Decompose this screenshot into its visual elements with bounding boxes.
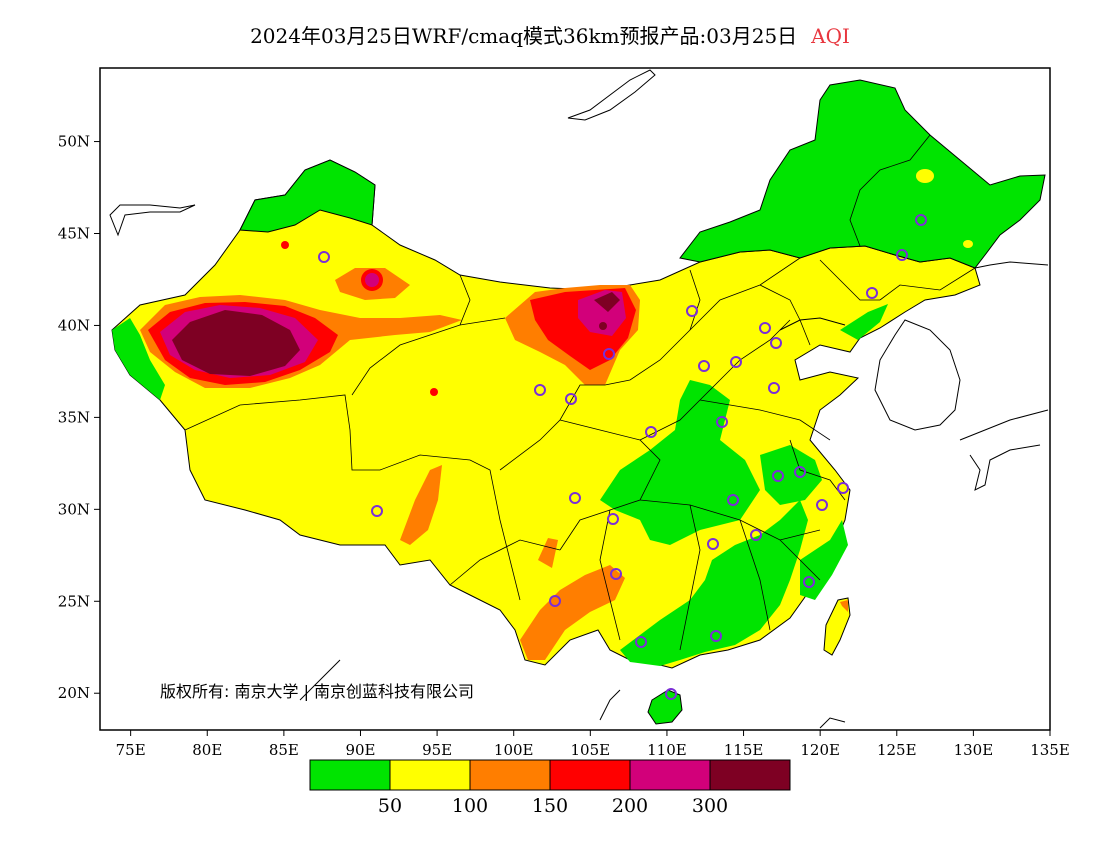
orange-southwest	[520, 565, 625, 660]
green-south	[620, 500, 808, 666]
green-central	[600, 380, 760, 545]
x-tick-label: 130E	[954, 741, 994, 759]
legend-swatch	[549, 759, 631, 791]
plot-frame	[99, 67, 1051, 731]
red-spot-north	[281, 241, 289, 249]
hainan-island	[647, 689, 683, 725]
x-tick-label: 115E	[724, 741, 764, 759]
y-tick-label: 45N	[58, 225, 90, 243]
green-northeast	[679, 79, 1046, 269]
title-aqi: AQI	[811, 24, 850, 48]
purple-spot-xj	[365, 273, 379, 287]
coastlines	[109, 69, 1049, 729]
copyright-text: 版权所有: 南京大学 | 南京创蓝科技有限公司	[160, 682, 474, 701]
y-tick-label: 35N	[58, 408, 90, 426]
green-far-west	[112, 318, 165, 400]
taiwan-island	[823, 597, 851, 656]
title-text: 2024年03月25日WRF/cmaq模式36km预报产品:03月25日	[250, 24, 798, 48]
yellow-spot-ne	[916, 169, 934, 183]
x-tick-label: 135E	[1030, 741, 1070, 759]
x-tick-label: 100E	[494, 741, 534, 759]
legend-swatch	[309, 759, 391, 791]
y-tick-label: 40N	[58, 316, 90, 334]
map-title: 2024年03月25日WRF/cmaq模式36km预报产品:03月25日 AQI	[0, 20, 1100, 49]
maroon-spot	[599, 322, 607, 330]
maroon-northwest-ch	[594, 292, 620, 312]
y-axis: 20N 25N 30N 35N 40N 45N 50N	[58, 133, 100, 702]
taiwan-orange	[840, 600, 848, 612]
x-tick-label: 120E	[800, 741, 840, 759]
x-tick-label: 85E	[269, 741, 299, 759]
y-tick-label: 30N	[58, 500, 90, 518]
x-tick-label: 105E	[571, 741, 611, 759]
green-bohai	[840, 304, 888, 340]
green-coast-se	[800, 520, 848, 600]
green-central2	[760, 445, 822, 505]
x-tick-label: 75E	[116, 741, 146, 759]
red-spot-qinghai	[430, 388, 438, 396]
legend-threshold-label: 100	[452, 795, 488, 817]
x-tick-label: 125E	[877, 741, 917, 759]
green-xinjiang-north	[239, 159, 376, 233]
legend-swatch	[629, 759, 711, 791]
maroon-tarim	[172, 310, 300, 376]
y-tick-label: 20N	[58, 684, 90, 702]
x-axis: 75E 80E 85E 90E 95E 100E 105E 110E 115E 120E 125E 1…	[116, 730, 1070, 759]
legend-swatch	[469, 759, 551, 791]
legend-threshold-label: 300	[692, 795, 728, 817]
orange-tibet	[400, 465, 442, 545]
legend-threshold-label: 50	[378, 795, 402, 817]
orange-sichuan	[538, 538, 558, 568]
legend-threshold-label: 200	[612, 795, 648, 817]
x-tick-label: 110E	[647, 741, 687, 759]
x-tick-label: 90E	[345, 741, 375, 759]
aqi-legend: 50 100 150 200 300	[309, 759, 791, 817]
yellow-spot-ne2	[963, 240, 973, 248]
y-tick-label: 50N	[58, 133, 90, 151]
y-tick-label: 25N	[58, 592, 90, 610]
province-borders	[184, 134, 976, 651]
legend-threshold-label: 150	[532, 795, 568, 817]
x-tick-label: 80E	[192, 741, 222, 759]
city-markers	[318, 214, 927, 700]
map-body	[109, 69, 1049, 729]
x-tick-label: 95E	[422, 741, 452, 759]
legend-swatch	[389, 759, 471, 791]
legend-swatch	[709, 759, 791, 791]
